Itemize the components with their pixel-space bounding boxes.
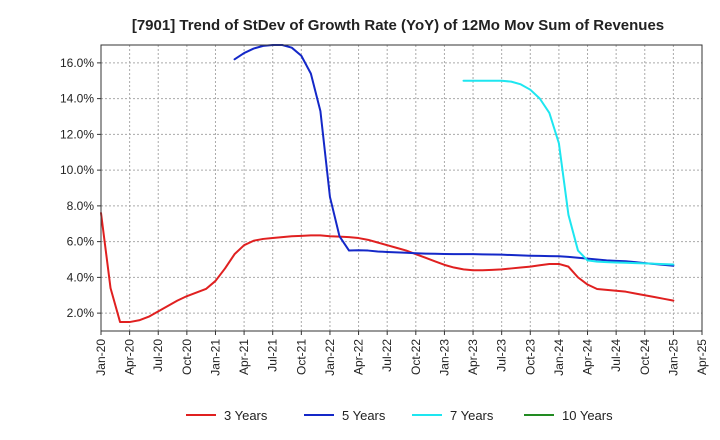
x-tick-label: Jan-22	[323, 339, 337, 376]
x-tick-label: Apr-24	[581, 339, 595, 375]
grid	[101, 45, 702, 331]
x-tick-label: Apr-22	[352, 339, 366, 375]
series-line-5-years	[233, 44, 675, 267]
x-tick-label: Oct-24	[638, 339, 652, 375]
legend-label: 7 Years	[450, 408, 494, 423]
x-tick-label: Jan-21	[208, 339, 222, 376]
x-axis: Jan-20 Apr-20 Jul-20 Oct-20 Jan-21 Apr-21 Jul-…	[94, 331, 709, 376]
legend-label: 10 Years	[562, 408, 613, 423]
y-tick-label: 10.0%	[60, 163, 94, 177]
series-line-3-years	[100, 212, 675, 324]
y-axis: 2.0% 4.0% 6.0% 8.0% 10.0% 12.0% 14.0% 16.0%	[60, 56, 101, 320]
legend-label: 3 Years	[224, 408, 268, 423]
x-tick-label: Jul-21	[266, 339, 280, 372]
y-tick-label: 8.0%	[67, 199, 95, 213]
y-tick-label: 2.0%	[67, 306, 95, 320]
series-line-7-years	[462, 79, 675, 266]
x-tick-label: Apr-20	[123, 339, 137, 375]
y-tick-label: 6.0%	[67, 235, 95, 249]
x-tick-label: Apr-25	[695, 339, 709, 375]
x-tick-label: Oct-23	[523, 339, 537, 375]
x-tick-label: Jan-23	[437, 339, 451, 376]
x-tick-label: Jan-20	[94, 339, 108, 376]
chart-title: [7901] Trend of StDev of Growth Rate (Yo…	[132, 17, 664, 34]
x-tick-label: Apr-23	[466, 339, 480, 375]
y-tick-label: 12.0%	[60, 127, 94, 141]
x-tick-label: Jul-23	[495, 339, 509, 372]
x-tick-label: Oct-21	[294, 339, 308, 375]
x-tick-label: Jan-24	[552, 339, 566, 376]
plot-frame	[100, 44, 703, 332]
y-tick-label: 4.0%	[67, 270, 95, 284]
legend-label: 5 Years	[342, 408, 386, 423]
x-tick-label: Jul-24	[609, 339, 623, 372]
x-tick-label: Jan-25	[666, 339, 680, 376]
x-tick-label: Jul-20	[151, 339, 165, 372]
y-tick-label: 16.0%	[60, 56, 94, 70]
legend: 3 Years 5 Years 7 Years 10 Years	[186, 408, 613, 423]
x-tick-label: Jul-22	[380, 339, 394, 372]
y-tick-label: 14.0%	[60, 92, 94, 106]
x-tick-label: Oct-22	[409, 339, 423, 375]
x-tick-label: Apr-21	[237, 339, 251, 375]
x-tick-label: Oct-20	[180, 339, 194, 375]
plot-area	[100, 44, 675, 324]
